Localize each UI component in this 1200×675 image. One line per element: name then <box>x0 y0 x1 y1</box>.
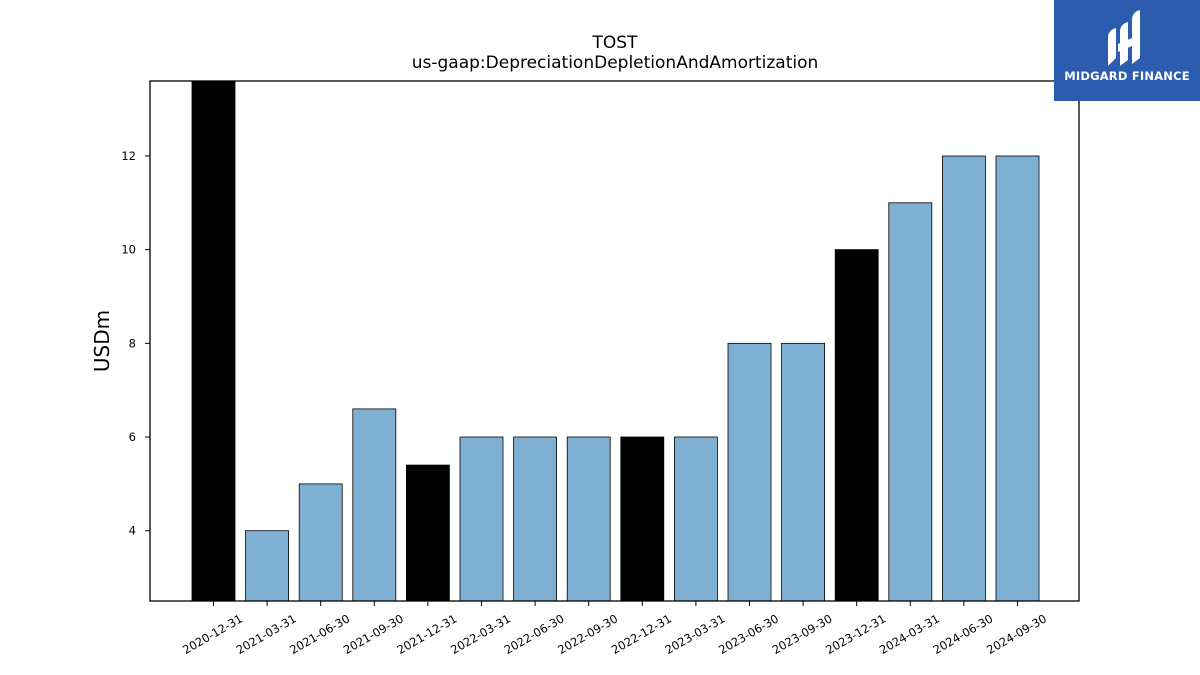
bar-2021-09-30 <box>352 408 397 602</box>
bars-group <box>191 80 1040 602</box>
bar-2020-12-31 <box>191 80 236 602</box>
x-ticks-group: 2020-12-312021-03-312021-06-302021-09-30… <box>180 601 1049 657</box>
bar-2021-03-31 <box>245 530 290 602</box>
x-tick-label: 2023-03-31 <box>663 611 728 657</box>
bar-2022-03-31 <box>459 436 504 602</box>
midgard-logo-icon <box>1108 10 1140 66</box>
x-tick-label: 2022-03-31 <box>448 611 513 657</box>
x-tick-label: 2024-03-31 <box>877 611 942 657</box>
chart-title: TOST <box>592 33 639 53</box>
chart-subtitle: us-gaap:DepreciationDepletionAndAmortiza… <box>412 53 819 73</box>
bar-2021-06-30 <box>298 483 343 602</box>
midgard-finance-logo: MIDGARD FINANCE <box>1054 0 1200 101</box>
x-tick-label: 2022-09-30 <box>555 611 620 657</box>
x-tick-label: 2024-09-30 <box>984 611 1049 657</box>
x-tick-label: 2022-12-31 <box>609 611 674 657</box>
y-ticks-group: 4 6 8 10 12 <box>121 149 150 538</box>
x-tick-label: 2021-03-31 <box>234 611 299 657</box>
y-tick-label: 12 <box>121 149 136 163</box>
bar-2023-12-31 <box>834 249 879 602</box>
bar-2022-06-30 <box>513 436 557 602</box>
y-tick-label: 6 <box>129 430 136 444</box>
y-tick-label: 10 <box>121 243 136 257</box>
bar-2023-03-31 <box>674 436 718 602</box>
bar-2022-12-31 <box>620 436 665 602</box>
x-tick-label: 2021-12-31 <box>395 611 460 657</box>
bar-2023-06-30 <box>727 342 772 602</box>
x-tick-label: 2021-06-30 <box>287 611 352 657</box>
x-tick-label: 2023-06-30 <box>716 611 781 657</box>
x-tick-label: 2023-12-31 <box>823 611 888 657</box>
bar-2023-09-30 <box>781 342 825 602</box>
bar-2024-09-30 <box>995 155 1040 602</box>
plot-frame <box>149 80 1080 602</box>
x-tick-label: 2020-12-31 <box>180 611 245 657</box>
y-tick-label: 4 <box>129 524 136 538</box>
x-tick-label: 2023-09-30 <box>770 611 835 657</box>
x-tick-label: 2021-09-30 <box>341 611 406 657</box>
logo-text: MIDGARD FINANCE <box>1064 69 1190 83</box>
x-tick-label: 2024-06-30 <box>931 611 996 657</box>
y-axis-label: USDm <box>90 310 114 372</box>
bar-2024-03-31 <box>888 202 933 602</box>
bar-2021-12-31 <box>405 464 450 602</box>
y-tick-label: 8 <box>129 336 136 350</box>
bar-2022-09-30 <box>566 436 611 602</box>
bar-2024-06-30 <box>942 155 986 602</box>
x-tick-label: 2022-06-30 <box>502 611 567 657</box>
